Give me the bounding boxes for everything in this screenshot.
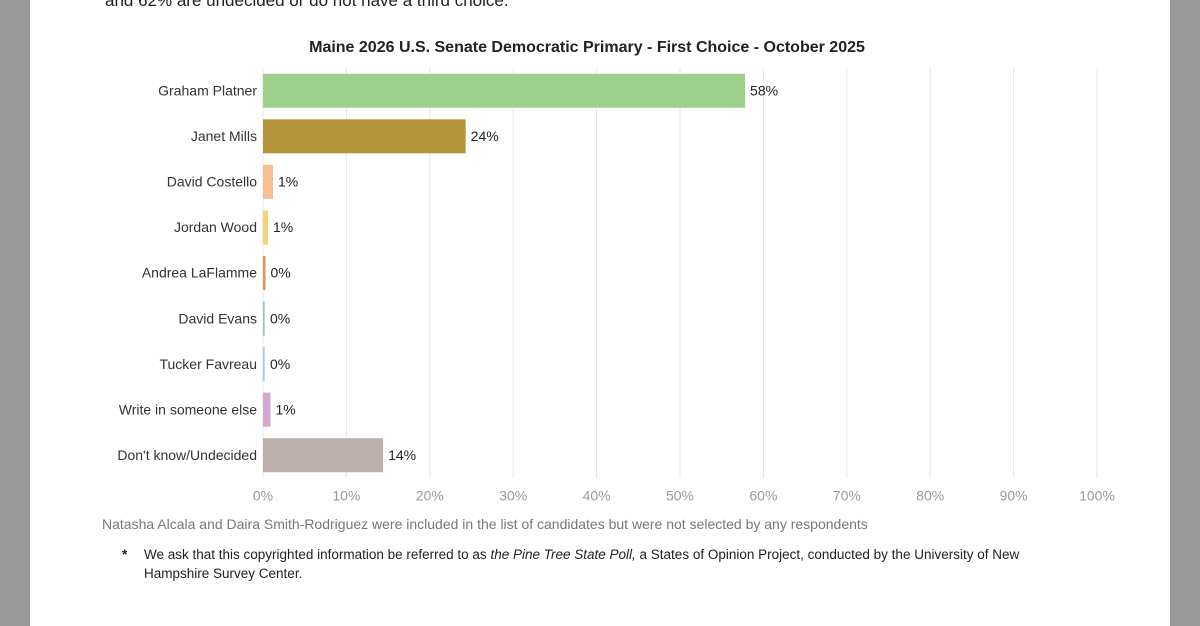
intro-text: and 62% are undecided or do not have a t… [105, 0, 509, 10]
bar [263, 164, 274, 199]
x-tick-label: 50% [666, 488, 694, 504]
value-label: 58% [750, 82, 778, 98]
bar [263, 438, 384, 473]
category-label: David Evans [178, 310, 257, 326]
bar [263, 210, 269, 245]
x-tick-label: 90% [1000, 488, 1028, 504]
x-tick-label: 10% [332, 488, 360, 504]
x-tick-label: 70% [833, 488, 861, 504]
x-tick-label: 20% [416, 488, 444, 504]
bar [263, 392, 271, 427]
bar [263, 119, 466, 154]
footnote-part: a States of Opinion Project, conducted b… [144, 547, 1020, 581]
category-label: Don't know/Undecided [117, 447, 257, 463]
footnote-emphasis: the Pine Tree State Poll, [490, 547, 636, 562]
chart-note: Natasha Alcala and Daira Smith-Rodriguez… [102, 516, 868, 532]
x-tick-label: 80% [916, 488, 944, 504]
x-tick-label: 0% [253, 488, 273, 504]
document-page: and 62% are undecided or do not have a t… [30, 0, 1170, 626]
value-label: 1% [276, 401, 296, 417]
footnote-text: We ask that this copyrighted information… [144, 545, 1064, 583]
category-label: Jordan Wood [174, 219, 257, 235]
x-tick-label: 40% [583, 488, 611, 504]
category-label: Write in someone else [119, 401, 257, 417]
x-tick-label: 60% [749, 488, 777, 504]
footnote: * We ask that this copyrighted informati… [122, 545, 1082, 583]
category-label: Graham Platner [158, 82, 257, 98]
category-label: Tucker Favreau [159, 356, 257, 372]
value-label: 1% [278, 174, 298, 190]
x-tick-label: 30% [499, 488, 527, 504]
value-label: 0% [270, 356, 290, 372]
footnote-part: We ask that this copyrighted information… [144, 547, 491, 562]
value-label: 0% [271, 265, 291, 281]
bar [263, 256, 266, 290]
x-tick-label: 100% [1079, 488, 1115, 504]
value-label: 24% [471, 128, 499, 144]
bar [263, 347, 265, 382]
footnote-marker: * [122, 547, 128, 562]
bar [263, 301, 265, 336]
bar [263, 73, 746, 108]
chart-title: Maine 2026 U.S. Senate Democratic Primar… [309, 39, 865, 56]
value-label: 0% [270, 310, 290, 326]
chart: Maine 2026 U.S. Senate Democratic Primar… [117, 39, 1115, 504]
value-label: 1% [273, 219, 293, 235]
value-label: 14% [388, 447, 416, 463]
category-label: Andrea LaFlamme [142, 265, 257, 281]
category-label: Janet Mills [191, 128, 257, 144]
category-label: David Costello [167, 174, 257, 190]
